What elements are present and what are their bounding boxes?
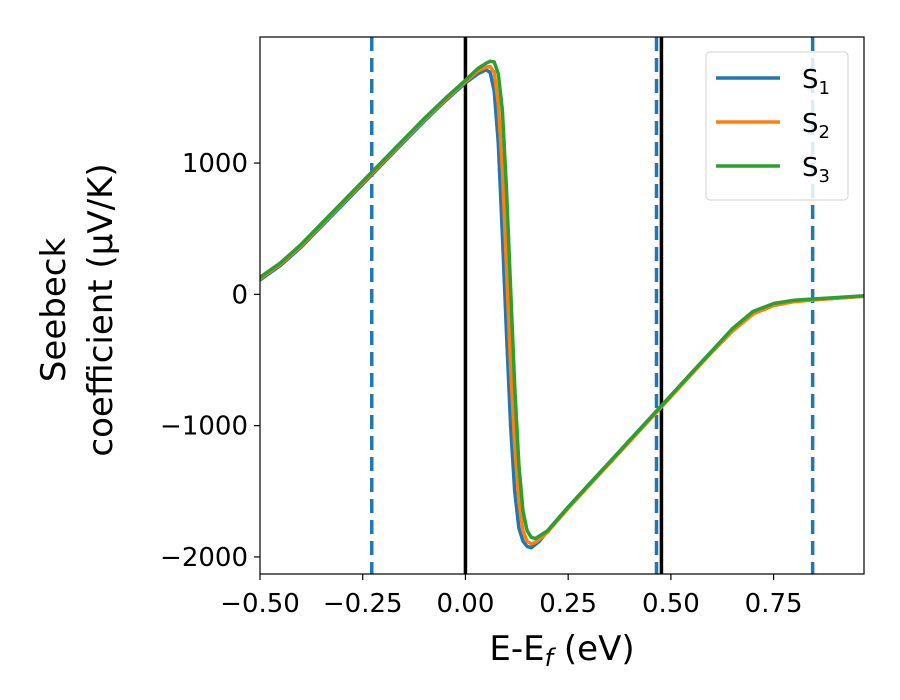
y-tick-label: 1000 <box>182 149 248 179</box>
series-lines <box>260 59 864 550</box>
x-tick-label: 0.25 <box>539 589 597 619</box>
legend-label-S2: S2 <box>802 109 830 143</box>
legend-label-S3: S3 <box>802 153 830 187</box>
x-tick-label: −0.50 <box>220 589 300 619</box>
y-axis-label-line1: Seebeck <box>34 238 74 383</box>
y-tick-label: −2000 <box>160 543 248 573</box>
x-tick-label: 0.00 <box>436 589 494 619</box>
y-axis-ticks: −2000 −1000 0 1000 <box>160 149 260 573</box>
y-tick-label: 0 <box>231 280 248 310</box>
legend-label-S1: S1 <box>802 65 830 99</box>
y-tick-label: −1000 <box>160 412 248 442</box>
plot-frame <box>259 36 865 575</box>
y-axis-label-line2: coefficient (μV/K) <box>81 163 121 456</box>
x-tick-label: −0.25 <box>323 589 403 619</box>
x-tick-label: 0.75 <box>745 589 803 619</box>
legend: S1 S2 S3 <box>705 51 849 201</box>
x-tick-label: 0.50 <box>642 589 700 619</box>
series-line-S3 <box>260 59 864 541</box>
legend-box <box>705 51 849 201</box>
x-axis-label: E-Ef (eV) <box>489 629 634 672</box>
x-axis-ticks: −0.50 −0.25 0.00 0.25 0.50 0.75 <box>220 574 803 619</box>
